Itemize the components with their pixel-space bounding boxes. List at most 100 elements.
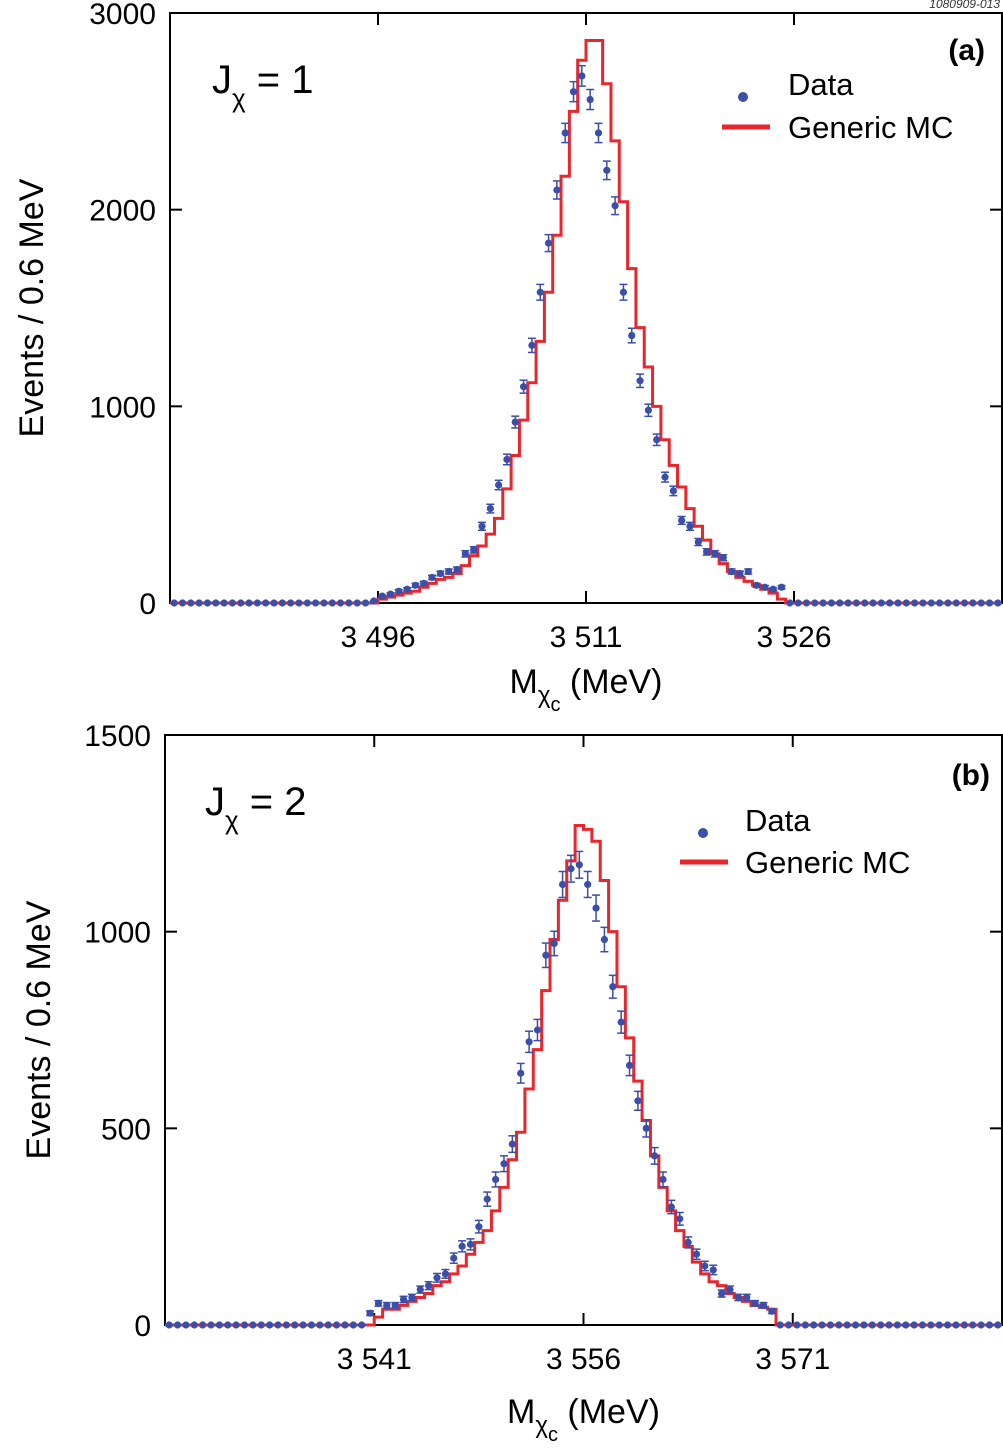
data-point: [349, 1321, 357, 1329]
data-point: [952, 599, 960, 607]
data-point: [860, 1321, 868, 1329]
data-point: [420, 579, 428, 587]
data-point: [761, 583, 769, 591]
data-point: [703, 548, 711, 556]
data-point: [751, 1299, 759, 1307]
x-axis-label-subsub: c: [550, 694, 560, 716]
data-point: [228, 599, 236, 607]
data-point: [187, 599, 195, 607]
y-axis-label: Events / 0.6 MeV: [13, 178, 51, 437]
data-point: [395, 587, 403, 595]
data-point: [617, 1018, 625, 1026]
data-point: [303, 599, 311, 607]
x-tick-label: 3 571: [755, 1343, 830, 1376]
data-point: [383, 1301, 391, 1309]
data-point: [525, 1038, 533, 1046]
data-point: [553, 186, 561, 194]
data-point: [651, 1152, 659, 1160]
data-point: [399, 1295, 408, 1304]
data-point: [391, 1301, 399, 1309]
data-point: [826, 1321, 835, 1329]
data-point: [678, 516, 686, 525]
data-point: [902, 1321, 910, 1329]
data-point: [869, 599, 877, 607]
data-point: [508, 1140, 516, 1148]
data-point: [936, 599, 944, 607]
legend-mc-label: Generic MC: [745, 845, 910, 880]
data-point: [709, 1266, 717, 1274]
data-point: [441, 1270, 449, 1278]
panel-a: 3 496 3 511 3 526 0 1000 2000 3000 Events / 0.6…: [13, 0, 1003, 716]
data-point: [358, 1321, 366, 1329]
y-axis-label: Events / 0.6 MeV: [20, 900, 58, 1159]
data-point: [634, 1097, 642, 1105]
data-point: [328, 599, 336, 607]
data-point: [861, 599, 869, 607]
data-point: [794, 599, 802, 607]
data-point: [533, 1026, 542, 1034]
data-point: [411, 581, 420, 589]
spin-annotation: Jχ = 2: [205, 780, 307, 835]
data-point: [736, 569, 744, 578]
data-point: [636, 377, 644, 385]
data-point: [170, 599, 178, 607]
data-point: [486, 505, 494, 513]
data-point: [927, 1321, 935, 1329]
data-point: [253, 599, 261, 607]
legend-mc-label: Generic MC: [788, 110, 953, 145]
x-tick-label: 3 526: [756, 621, 831, 654]
data-point: [215, 1321, 224, 1329]
data-point: [653, 436, 661, 444]
spin-annotation-main: J: [205, 780, 225, 824]
data-point: [433, 1274, 441, 1282]
data-point: [478, 522, 486, 530]
x-axis-label-main: M: [510, 663, 538, 701]
data-point: [594, 129, 603, 137]
data-point: [752, 581, 761, 589]
data-point: [768, 1307, 776, 1315]
data-point: [592, 904, 600, 912]
data-point: [659, 1175, 667, 1184]
data-point: [944, 599, 952, 607]
data-point: [844, 599, 852, 607]
data-point: [918, 1321, 927, 1329]
data-point: [661, 473, 669, 481]
data-point: [851, 1321, 860, 1329]
data-point: [793, 1321, 801, 1329]
data-point: [985, 599, 994, 607]
data-point: [943, 1321, 952, 1329]
data-point: [994, 599, 1002, 607]
data-point: [386, 590, 395, 598]
data-point: [586, 95, 594, 104]
data-point: [642, 1124, 650, 1132]
data-point: [366, 1309, 374, 1317]
data-point: [278, 599, 286, 607]
data-point: [802, 599, 811, 607]
data-point: [692, 1250, 701, 1258]
data-point: [528, 341, 536, 349]
data-point: [894, 599, 902, 607]
data-point: [408, 1293, 416, 1302]
data-point: [558, 880, 567, 889]
data-point: [810, 1321, 818, 1329]
y-tick-label: 3000: [89, 0, 156, 31]
data-point: [575, 861, 583, 869]
spin-annotation: Jχ = 1: [212, 58, 314, 113]
data-point: [249, 1321, 257, 1329]
x-tick-label: 3 511: [550, 621, 623, 654]
data-point: [960, 599, 969, 607]
y-tick-label: 500: [101, 1113, 151, 1146]
data-point: [902, 599, 910, 607]
data-point: [550, 939, 558, 948]
data-point: [769, 585, 777, 593]
y-tick-label: 2000: [89, 195, 156, 228]
data-point: [935, 1321, 943, 1329]
data-point: [628, 331, 636, 340]
data-point: [910, 1321, 918, 1329]
data-point: [270, 599, 278, 607]
x-tick-label: 3 496: [340, 621, 415, 654]
data-point: [836, 599, 844, 607]
data-point: [718, 1289, 726, 1298]
x-axis-label: Mχc (MeV): [507, 1393, 660, 1446]
